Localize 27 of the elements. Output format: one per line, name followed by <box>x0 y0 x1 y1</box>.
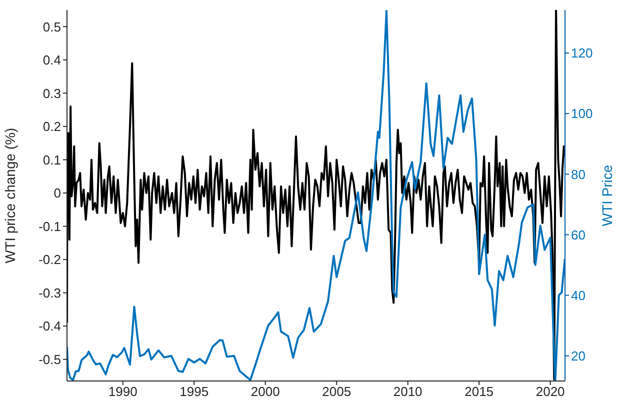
line-series <box>67 10 565 380</box>
y-tick-label: 0.2 <box>42 119 61 134</box>
y2-tick-label: 120 <box>571 46 593 61</box>
x-tick-label: 2000 <box>250 384 280 400</box>
x-tick-label: 2020 <box>536 384 565 400</box>
y-tick-label: -0.2 <box>38 252 61 268</box>
y-tick-label: -0.1 <box>38 218 61 234</box>
y-tick-label: -0.3 <box>38 285 61 300</box>
y-tick-label: 0 <box>54 186 61 201</box>
x-tick-label: 1995 <box>180 384 209 400</box>
y-tick-label: -0.4 <box>38 318 61 334</box>
y-tick-label: 0.3 <box>42 86 61 101</box>
y2-axis-title: WTI Price <box>598 164 615 226</box>
y-tick-label: 0.5 <box>42 19 61 34</box>
x-tick-label: 2005 <box>322 384 352 400</box>
y-tick-label: 0.4 <box>42 52 61 68</box>
y2-tick-label: 80 <box>571 166 586 182</box>
y2-tick-label: 60 <box>571 227 586 242</box>
y2-tick-label: 40 <box>571 288 586 303</box>
x-tick-label: 1990 <box>108 384 138 400</box>
y-tick-label: 0.1 <box>42 152 61 168</box>
y2-tick-label: 100 <box>571 106 593 122</box>
x-tick-label: 2010 <box>393 384 422 400</box>
y-axis-title: WTI price change (%) <box>2 128 18 264</box>
y2-tick-label: 20 <box>571 348 586 364</box>
y-tick-label: -0.5 <box>38 352 61 367</box>
x-tick-label: 2015 <box>464 384 494 400</box>
